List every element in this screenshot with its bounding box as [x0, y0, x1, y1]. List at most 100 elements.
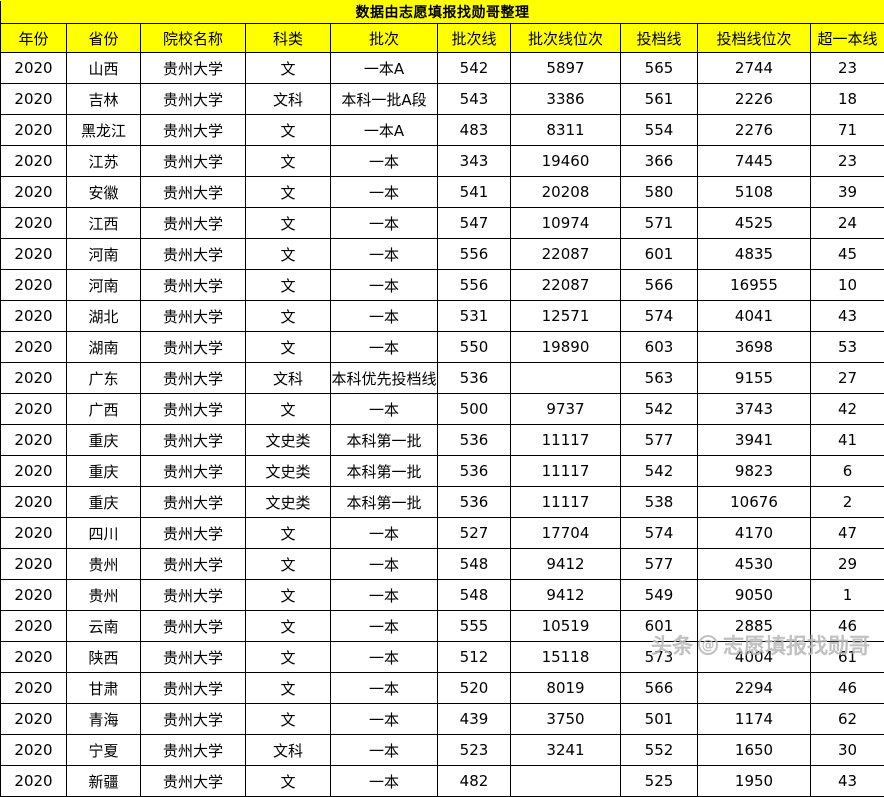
cell-r10-c8[interactable]: 9155	[698, 363, 811, 394]
cell-r3-c1[interactable]: 江苏	[67, 146, 141, 177]
cell-r16-c9[interactable]: 29	[811, 549, 884, 580]
cell-r6-c5[interactable]: 556	[438, 239, 511, 270]
cell-r1-c5[interactable]: 543	[438, 84, 511, 115]
cell-r21-c6[interactable]: 3750	[511, 704, 621, 735]
cell-r0-c1[interactable]: 山西	[67, 53, 141, 84]
cell-r10-c7[interactable]: 563	[621, 363, 698, 394]
cell-r23-c5[interactable]: 482	[438, 766, 511, 797]
cell-r14-c2[interactable]: 贵州大学	[141, 487, 246, 518]
cell-r9-c8[interactable]: 3698	[698, 332, 811, 363]
cell-r19-c5[interactable]: 512	[438, 642, 511, 673]
cell-r23-c6[interactable]	[511, 766, 621, 797]
column-header-5[interactable]: 批次线	[438, 24, 511, 53]
cell-r6-c1[interactable]: 河南	[67, 239, 141, 270]
cell-r1-c9[interactable]: 18	[811, 84, 884, 115]
cell-r14-c6[interactable]: 11117	[511, 487, 621, 518]
cell-r17-c4[interactable]: 一本	[331, 580, 438, 611]
cell-r3-c9[interactable]: 23	[811, 146, 884, 177]
cell-r14-c5[interactable]: 536	[438, 487, 511, 518]
cell-r9-c9[interactable]: 53	[811, 332, 884, 363]
cell-r23-c0[interactable]: 2020	[1, 766, 67, 797]
cell-r11-c1[interactable]: 广西	[67, 394, 141, 425]
cell-r17-c6[interactable]: 9412	[511, 580, 621, 611]
cell-r19-c8[interactable]: 4004	[698, 642, 811, 673]
cell-r10-c5[interactable]: 536	[438, 363, 511, 394]
cell-r13-c4[interactable]: 本科第一批	[331, 456, 438, 487]
cell-r11-c7[interactable]: 542	[621, 394, 698, 425]
cell-r16-c7[interactable]: 577	[621, 549, 698, 580]
cell-r4-c7[interactable]: 580	[621, 177, 698, 208]
cell-r8-c7[interactable]: 574	[621, 301, 698, 332]
cell-r13-c2[interactable]: 贵州大学	[141, 456, 246, 487]
cell-r21-c9[interactable]: 62	[811, 704, 884, 735]
cell-r12-c0[interactable]: 2020	[1, 425, 67, 456]
cell-r3-c7[interactable]: 366	[621, 146, 698, 177]
cell-r14-c9[interactable]: 2	[811, 487, 884, 518]
cell-r23-c8[interactable]: 1950	[698, 766, 811, 797]
cell-r22-c0[interactable]: 2020	[1, 735, 67, 766]
cell-r6-c6[interactable]: 22087	[511, 239, 621, 270]
cell-r15-c2[interactable]: 贵州大学	[141, 518, 246, 549]
cell-r20-c5[interactable]: 520	[438, 673, 511, 704]
cell-r16-c0[interactable]: 2020	[1, 549, 67, 580]
cell-r5-c0[interactable]: 2020	[1, 208, 67, 239]
cell-r4-c2[interactable]: 贵州大学	[141, 177, 246, 208]
cell-r21-c2[interactable]: 贵州大学	[141, 704, 246, 735]
cell-r23-c4[interactable]: 一本	[331, 766, 438, 797]
cell-r3-c5[interactable]: 343	[438, 146, 511, 177]
cell-r2-c5[interactable]: 483	[438, 115, 511, 146]
cell-r19-c9[interactable]: 61	[811, 642, 884, 673]
cell-r9-c6[interactable]: 19890	[511, 332, 621, 363]
cell-r22-c3[interactable]: 文科	[246, 735, 331, 766]
cell-r9-c7[interactable]: 603	[621, 332, 698, 363]
cell-r14-c8[interactable]: 10676	[698, 487, 811, 518]
cell-r8-c4[interactable]: 一本	[331, 301, 438, 332]
cell-r4-c4[interactable]: 一本	[331, 177, 438, 208]
cell-r19-c2[interactable]: 贵州大学	[141, 642, 246, 673]
cell-r7-c9[interactable]: 10	[811, 270, 884, 301]
cell-r16-c4[interactable]: 一本	[331, 549, 438, 580]
cell-r6-c4[interactable]: 一本	[331, 239, 438, 270]
cell-r9-c3[interactable]: 文	[246, 332, 331, 363]
cell-r11-c3[interactable]: 文	[246, 394, 331, 425]
cell-r3-c8[interactable]: 7445	[698, 146, 811, 177]
cell-r3-c6[interactable]: 19460	[511, 146, 621, 177]
cell-r4-c3[interactable]: 文	[246, 177, 331, 208]
cell-r12-c1[interactable]: 重庆	[67, 425, 141, 456]
cell-r21-c0[interactable]: 2020	[1, 704, 67, 735]
cell-r10-c9[interactable]: 27	[811, 363, 884, 394]
cell-r13-c7[interactable]: 542	[621, 456, 698, 487]
cell-r19-c1[interactable]: 陕西	[67, 642, 141, 673]
cell-r17-c8[interactable]: 9050	[698, 580, 811, 611]
cell-r18-c7[interactable]: 601	[621, 611, 698, 642]
cell-r18-c1[interactable]: 云南	[67, 611, 141, 642]
cell-r11-c0[interactable]: 2020	[1, 394, 67, 425]
cell-r22-c7[interactable]: 552	[621, 735, 698, 766]
cell-r2-c8[interactable]: 2276	[698, 115, 811, 146]
cell-r20-c3[interactable]: 文	[246, 673, 331, 704]
cell-r2-c2[interactable]: 贵州大学	[141, 115, 246, 146]
cell-r20-c7[interactable]: 566	[621, 673, 698, 704]
cell-r18-c2[interactable]: 贵州大学	[141, 611, 246, 642]
cell-r4-c0[interactable]: 2020	[1, 177, 67, 208]
cell-r0-c4[interactable]: 一本A	[331, 53, 438, 84]
cell-r2-c1[interactable]: 黑龙江	[67, 115, 141, 146]
cell-r15-c9[interactable]: 47	[811, 518, 884, 549]
cell-r20-c4[interactable]: 一本	[331, 673, 438, 704]
column-header-1[interactable]: 省份	[67, 24, 141, 53]
cell-r1-c8[interactable]: 2226	[698, 84, 811, 115]
cell-r15-c0[interactable]: 2020	[1, 518, 67, 549]
cell-r8-c8[interactable]: 4041	[698, 301, 811, 332]
